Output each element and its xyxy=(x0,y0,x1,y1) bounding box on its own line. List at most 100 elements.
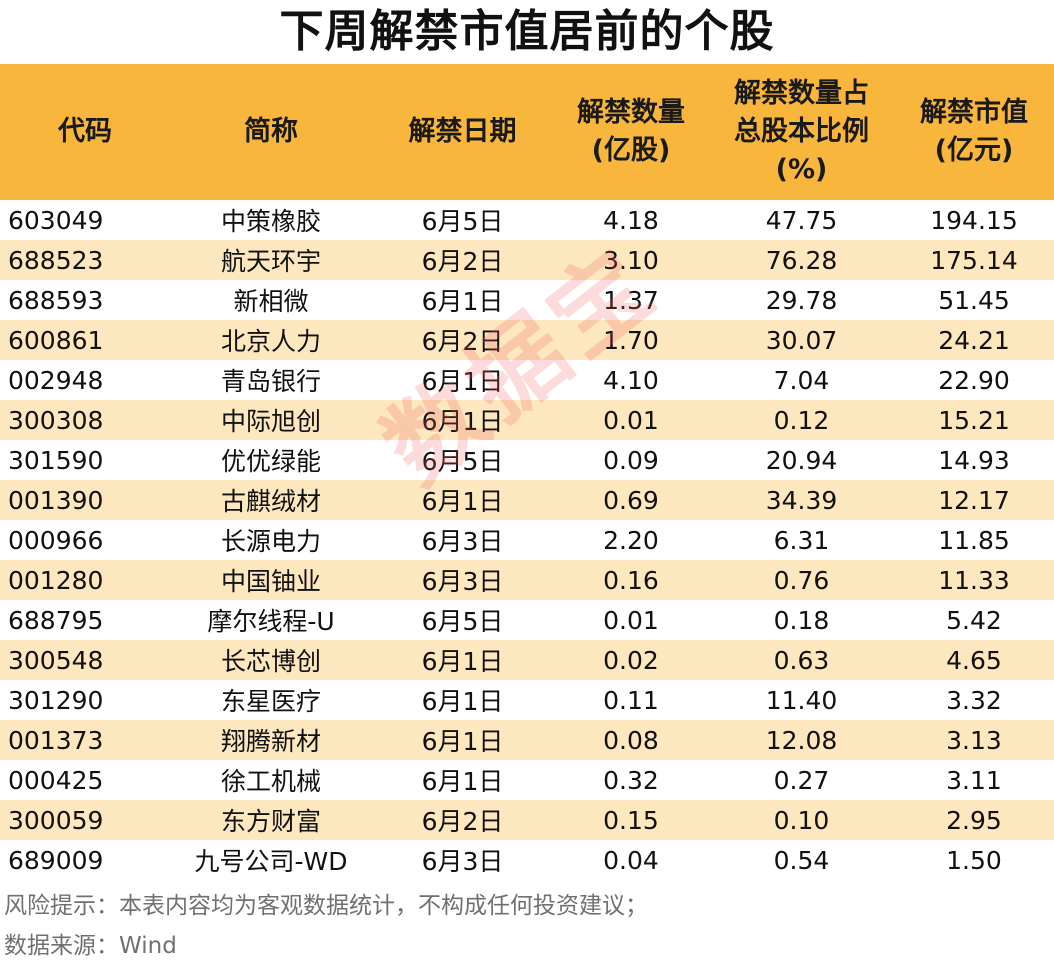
table-row: 600861 北京人力 6月2日 1.70 30.07 24.21 xyxy=(0,320,1054,360)
table-row: 300548 长芯博创 6月1日 0.02 0.63 4.65 xyxy=(0,640,1054,680)
table-row: 300059 东方财富 6月2日 0.15 0.10 2.95 xyxy=(0,800,1054,840)
cell-date: 6月1日 xyxy=(372,480,553,520)
header-name-label: 简称 xyxy=(244,116,298,147)
cell-quantity: 0.01 xyxy=(553,600,709,640)
cell-value: 4.65 xyxy=(894,640,1054,680)
cell-value: 51.45 xyxy=(894,280,1054,320)
cell-quantity: 1.70 xyxy=(553,320,709,360)
cell-ratio: 7.04 xyxy=(709,360,894,400)
cell-code: 689009 xyxy=(0,840,170,880)
header-ratio: 解禁数量占 总股本比例 (%) xyxy=(709,64,894,200)
cell-value: 24.21 xyxy=(894,320,1054,360)
cell-quantity: 0.04 xyxy=(553,840,709,880)
unlock-table: 代码 简称 解禁日期 解禁数量 (亿股) 解禁数量占 总股本比例 (%) 解禁市值 (亿… xyxy=(0,64,1054,880)
cell-name: 东方财富 xyxy=(170,800,372,840)
header-date-label: 解禁日期 xyxy=(408,116,517,147)
cell-quantity: 0.32 xyxy=(553,760,709,800)
cell-date: 6月2日 xyxy=(372,320,553,360)
cell-name: 徐工机械 xyxy=(170,760,372,800)
cell-date: 6月1日 xyxy=(372,360,553,400)
cell-date: 6月3日 xyxy=(372,560,553,600)
cell-value: 3.13 xyxy=(894,720,1054,760)
cell-ratio: 0.10 xyxy=(709,800,894,840)
cell-code: 603049 xyxy=(0,200,170,240)
cell-ratio: 20.94 xyxy=(709,440,894,480)
cell-code: 600861 xyxy=(0,320,170,360)
data-source: 数据来源：Wind xyxy=(4,933,177,959)
cell-code: 000966 xyxy=(0,520,170,560)
table-row: 001373 翔腾新材 6月1日 0.08 12.08 3.13 xyxy=(0,720,1054,760)
cell-name: 中际旭创 xyxy=(170,400,372,440)
cell-quantity: 0.16 xyxy=(553,560,709,600)
cell-code: 301290 xyxy=(0,680,170,720)
cell-ratio: 0.76 xyxy=(709,560,894,600)
table-body: 603049 中策橡胶 6月5日 4.18 47.75 194.15 688523 航天环宇 6… xyxy=(0,200,1054,880)
header-quantity-label: 解禁数量 (亿股) xyxy=(577,97,685,166)
header-code-label: 代码 xyxy=(58,116,112,147)
cell-quantity: 2.20 xyxy=(553,520,709,560)
cell-date: 6月1日 xyxy=(372,640,553,680)
cell-ratio: 0.27 xyxy=(709,760,894,800)
table-row: 688593 新相微 6月1日 1.37 29.78 51.45 xyxy=(0,280,1054,320)
cell-ratio: 29.78 xyxy=(709,280,894,320)
header-value: 解禁市值 (亿元) xyxy=(894,64,1054,200)
cell-date: 6月1日 xyxy=(372,400,553,440)
table-row: 688795 摩尔线程-U 6月5日 0.01 0.18 5.42 xyxy=(0,600,1054,640)
cell-name: 北京人力 xyxy=(170,320,372,360)
cell-code: 688795 xyxy=(0,600,170,640)
cell-name: 新相微 xyxy=(170,280,372,320)
cell-code: 688523 xyxy=(0,240,170,280)
cell-code: 301590 xyxy=(0,440,170,480)
cell-value: 1.50 xyxy=(894,840,1054,880)
cell-name: 九号公司-WD xyxy=(170,840,372,880)
cell-ratio: 47.75 xyxy=(709,200,894,240)
cell-quantity: 0.09 xyxy=(553,440,709,480)
cell-quantity: 3.10 xyxy=(553,240,709,280)
cell-quantity: 0.69 xyxy=(553,480,709,520)
cell-ratio: 34.39 xyxy=(709,480,894,520)
cell-date: 6月2日 xyxy=(372,800,553,840)
cell-name: 航天环宇 xyxy=(170,240,372,280)
cell-code: 300308 xyxy=(0,400,170,440)
cell-date: 6月3日 xyxy=(372,840,553,880)
cell-quantity: 1.37 xyxy=(553,280,709,320)
table-row: 001390 古麒绒材 6月1日 0.69 34.39 12.17 xyxy=(0,480,1054,520)
risk-note: 风险提示：本表内容均为客观数据统计，不构成任何投资建议； xyxy=(4,893,648,919)
cell-value: 3.32 xyxy=(894,680,1054,720)
cell-value: 12.17 xyxy=(894,480,1054,520)
cell-ratio: 11.40 xyxy=(709,680,894,720)
table-row: 000966 长源电力 6月3日 2.20 6.31 11.85 xyxy=(0,520,1054,560)
cell-quantity: 0.01 xyxy=(553,400,709,440)
cell-value: 15.21 xyxy=(894,400,1054,440)
cell-date: 6月5日 xyxy=(372,440,553,480)
table-row: 000425 徐工机械 6月1日 0.32 0.27 3.11 xyxy=(0,760,1054,800)
cell-value: 2.95 xyxy=(894,800,1054,840)
cell-code: 001280 xyxy=(0,560,170,600)
cell-value: 11.85 xyxy=(894,520,1054,560)
cell-ratio: 0.18 xyxy=(709,600,894,640)
cell-name: 翔腾新材 xyxy=(170,720,372,760)
header-value-label: 解禁市值 (亿元) xyxy=(920,97,1028,166)
table-row: 300308 中际旭创 6月1日 0.01 0.12 15.21 xyxy=(0,400,1054,440)
cell-name: 青岛银行 xyxy=(170,360,372,400)
header-ratio-label: 解禁数量占 总股本比例 (%) xyxy=(734,78,869,185)
cell-value: 3.11 xyxy=(894,760,1054,800)
cell-ratio: 30.07 xyxy=(709,320,894,360)
cell-ratio: 6.31 xyxy=(709,520,894,560)
table-row: 689009 九号公司-WD 6月3日 0.04 0.54 1.50 xyxy=(0,840,1054,880)
cell-name: 中国铀业 xyxy=(170,560,372,600)
table-row: 301290 东星医疗 6月1日 0.11 11.40 3.32 xyxy=(0,680,1054,720)
cell-ratio: 0.54 xyxy=(709,840,894,880)
header-date: 解禁日期 xyxy=(372,64,553,200)
cell-date: 6月1日 xyxy=(372,280,553,320)
cell-value: 175.14 xyxy=(894,240,1054,280)
cell-name: 摩尔线程-U xyxy=(170,600,372,640)
table-row: 001280 中国铀业 6月3日 0.16 0.76 11.33 xyxy=(0,560,1054,600)
cell-ratio: 76.28 xyxy=(709,240,894,280)
cell-code: 001390 xyxy=(0,480,170,520)
cell-name: 东星医疗 xyxy=(170,680,372,720)
cell-quantity: 0.08 xyxy=(553,720,709,760)
cell-code: 001373 xyxy=(0,720,170,760)
table-row: 603049 中策橡胶 6月5日 4.18 47.75 194.15 xyxy=(0,200,1054,240)
header-quantity: 解禁数量 (亿股) xyxy=(553,64,709,200)
